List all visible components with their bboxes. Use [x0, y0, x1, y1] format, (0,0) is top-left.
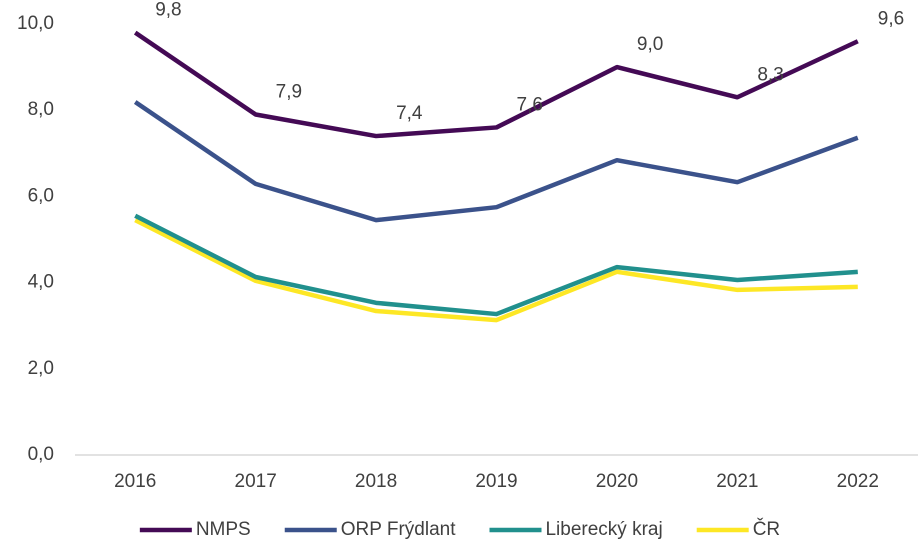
x-tick-label: 2020: [596, 471, 638, 492]
y-tick-label: 10,0: [17, 13, 54, 34]
series-line: [133, 100, 859, 223]
y-tick-label: 4,0: [28, 272, 54, 293]
legend-label: ORP Frýdlant: [341, 519, 456, 540]
x-tick-label: 2019: [475, 471, 517, 492]
data-label: 7,6: [517, 94, 543, 115]
y-tick-label: 6,0: [28, 185, 54, 206]
y-tick-label: 8,0: [28, 99, 54, 120]
data-label: 8,3: [757, 64, 783, 85]
data-label: 9,6: [878, 8, 904, 29]
series-line: [134, 213, 858, 317]
series-line: [134, 218, 858, 323]
legend-label: NMPS: [196, 519, 251, 540]
x-tick-label: 2021: [716, 471, 758, 492]
data-label: 9,0: [637, 34, 663, 55]
data-label: 9,8: [155, 0, 181, 21]
x-tick-label: 2016: [114, 471, 156, 492]
x-tick-label: 2022: [837, 471, 879, 492]
x-tick-label: 2018: [355, 471, 397, 492]
data-label: 7,9: [276, 82, 302, 103]
x-tick-label: 2017: [235, 471, 277, 492]
legend-label: ČR: [753, 518, 780, 540]
y-tick-label: 2,0: [28, 358, 54, 379]
series-line: [133, 30, 859, 139]
y-tick-label: 0,0: [28, 444, 54, 465]
legend-label: Liberecký kraj: [545, 519, 662, 540]
data-label: 7,4: [396, 103, 423, 124]
